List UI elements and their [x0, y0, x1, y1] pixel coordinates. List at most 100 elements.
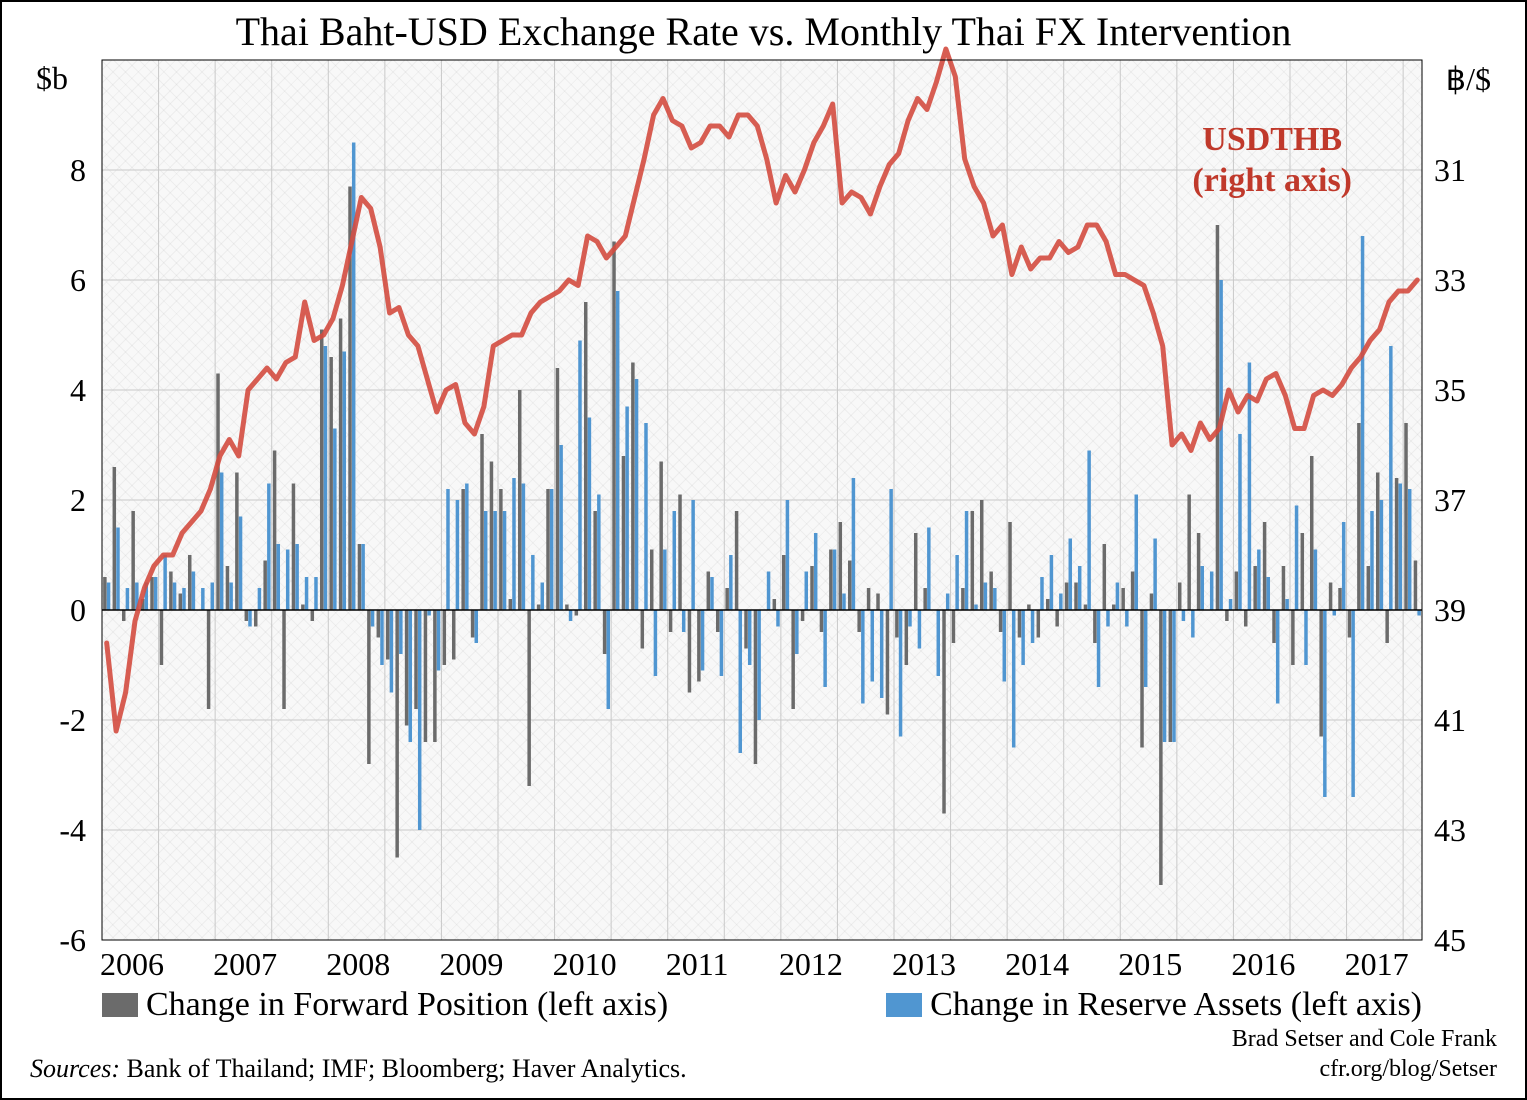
bar-reserve: [192, 572, 195, 611]
bar-reserve: [625, 407, 628, 611]
bar-reserve: [1050, 555, 1053, 610]
bar-forward: [1187, 495, 1190, 611]
bar-forward: [273, 451, 276, 611]
bar-forward: [461, 489, 464, 610]
bar-forward: [603, 610, 606, 654]
bar-reserve: [1182, 610, 1185, 621]
bar-reserve: [654, 610, 657, 676]
bar-forward: [905, 610, 908, 665]
bar-forward: [188, 555, 191, 610]
bar-forward: [622, 456, 625, 610]
bar-forward: [226, 566, 229, 610]
bar-forward: [839, 522, 842, 610]
bar-reserve: [1323, 610, 1326, 797]
bar-forward: [518, 390, 521, 610]
bar-reserve: [1314, 550, 1317, 611]
bar-forward: [480, 434, 483, 610]
bar-forward: [131, 511, 134, 610]
bar-forward: [1065, 583, 1068, 611]
bar-reserve: [229, 583, 232, 611]
bar-reserve: [512, 478, 515, 610]
bar-reserve: [984, 583, 987, 611]
legend-item-forward: Change in Forward Position (left axis): [102, 986, 668, 1024]
axis-tick-label: 4: [26, 372, 86, 409]
bar-forward: [1291, 610, 1294, 665]
bar-reserve: [1399, 484, 1402, 611]
bar-reserve: [1201, 566, 1204, 610]
bar-forward: [122, 610, 125, 621]
bar-forward: [1121, 588, 1124, 610]
bar-forward: [867, 588, 870, 610]
bar-reserve: [852, 478, 855, 610]
legend-swatch-forward: [102, 993, 138, 1017]
legend: Change in Forward Position (left axis) C…: [102, 986, 1422, 1024]
bar-forward: [556, 368, 559, 610]
bar-reserve: [1135, 495, 1138, 611]
bar-reserve: [974, 605, 977, 611]
bar-reserve: [427, 610, 430, 616]
bar-reserve: [814, 533, 817, 610]
bar-forward: [179, 594, 182, 611]
bar-reserve: [673, 511, 676, 610]
axis-tick-label: 37: [1434, 482, 1466, 519]
bar-reserve: [1389, 346, 1392, 610]
bar-forward: [971, 511, 974, 610]
bar-forward: [697, 610, 700, 682]
bar-forward: [1253, 566, 1256, 610]
bar-reserve: [390, 610, 393, 693]
axis-tick-label: 2011: [666, 946, 729, 983]
bar-forward: [433, 610, 436, 742]
bar-reserve: [1163, 610, 1166, 742]
bar-reserve: [333, 429, 336, 611]
bar-reserve: [399, 610, 402, 654]
bar-forward: [1131, 572, 1134, 611]
bar-forward: [282, 610, 285, 709]
bar-forward: [1376, 473, 1379, 611]
bar-forward: [160, 610, 163, 665]
bar-forward: [1140, 610, 1143, 748]
bar-reserve: [295, 544, 298, 610]
bar-reserve: [757, 610, 760, 720]
usdthb-annotation: USDTHB (right axis): [1192, 120, 1352, 202]
bar-reserve: [182, 588, 185, 610]
bar-forward: [659, 462, 662, 611]
bar-reserve: [437, 610, 440, 671]
bar-forward: [593, 511, 596, 610]
bar-forward: [952, 610, 955, 643]
bar-reserve: [644, 423, 647, 610]
bar-reserve: [748, 610, 751, 665]
bar-forward: [942, 610, 945, 814]
bar-reserve: [239, 517, 242, 611]
bar-reserve: [588, 418, 591, 611]
bar-forward: [358, 544, 361, 610]
bar-reserve: [465, 484, 468, 611]
bar-reserve: [1087, 451, 1090, 611]
bar-forward: [537, 605, 540, 611]
bar-reserve: [559, 445, 562, 610]
bar-reserve: [503, 511, 506, 610]
bar-forward: [584, 302, 587, 610]
bar-reserve: [201, 588, 204, 610]
bar-forward: [1348, 610, 1351, 638]
bar-reserve: [305, 577, 308, 610]
bar-reserve: [550, 489, 553, 610]
axis-tick-label: 33: [1434, 262, 1466, 299]
bar-forward: [245, 610, 248, 621]
bar-reserve: [720, 610, 723, 676]
bar-reserve: [663, 550, 666, 611]
bar-reserve: [1078, 566, 1081, 610]
bar-forward: [886, 610, 889, 715]
chart-frame: Thai Baht-USD Exchange Rate vs. Monthly …: [0, 0, 1527, 1100]
bar-reserve: [918, 610, 921, 649]
bar-forward: [263, 561, 266, 611]
bar-reserve: [569, 610, 572, 621]
bar-forward: [848, 561, 851, 611]
bar-forward: [914, 533, 917, 610]
bar-forward: [923, 588, 926, 610]
bar-reserve: [616, 291, 619, 610]
bar-reserve: [1295, 506, 1298, 611]
usdthb-line1: USDTHB: [1192, 120, 1352, 161]
bar-reserve: [701, 610, 704, 671]
bar-forward: [301, 605, 304, 611]
bar-forward: [414, 610, 417, 709]
